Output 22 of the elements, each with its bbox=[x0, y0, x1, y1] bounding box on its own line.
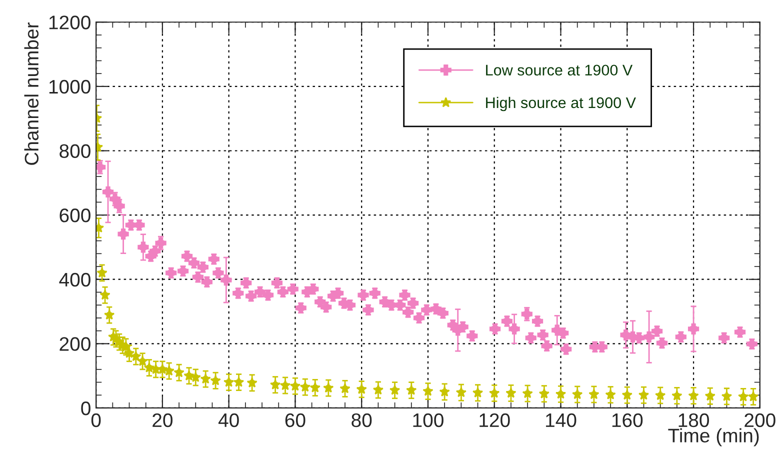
x-tick-label: 100 bbox=[413, 413, 444, 428]
legend-label: High source at 1900 V bbox=[486, 96, 636, 112]
y-axis-title: Channel number bbox=[24, 22, 39, 165]
x-tick-label: 60 bbox=[285, 413, 306, 428]
x-tick-label: 40 bbox=[218, 413, 239, 428]
y-tick-label: 400 bbox=[59, 272, 90, 287]
x-tick-label: 120 bbox=[480, 413, 510, 428]
x-tick-label: 20 bbox=[152, 413, 173, 428]
y-tick-label: 600 bbox=[60, 208, 90, 222]
x-tick-label: 180 bbox=[678, 413, 709, 428]
x-axis-title: Time (min) bbox=[668, 428, 759, 446]
y-tick-label: 1200 bbox=[49, 16, 90, 30]
y-tick-label: 1000 bbox=[49, 80, 90, 94]
x-tick-label: 200 bbox=[744, 413, 776, 428]
x-tick-label: 140 bbox=[546, 413, 576, 428]
y-tick-label: 0 bbox=[81, 401, 90, 416]
legend-label: Low source at 1900 V bbox=[486, 64, 633, 76]
x-tick-label: 0 bbox=[91, 413, 101, 428]
x-tick-label: 160 bbox=[612, 413, 643, 428]
x-tick-label: 80 bbox=[352, 413, 372, 428]
y-tick-label: 800 bbox=[60, 144, 90, 158]
y-tick-label: 200 bbox=[60, 337, 90, 351]
